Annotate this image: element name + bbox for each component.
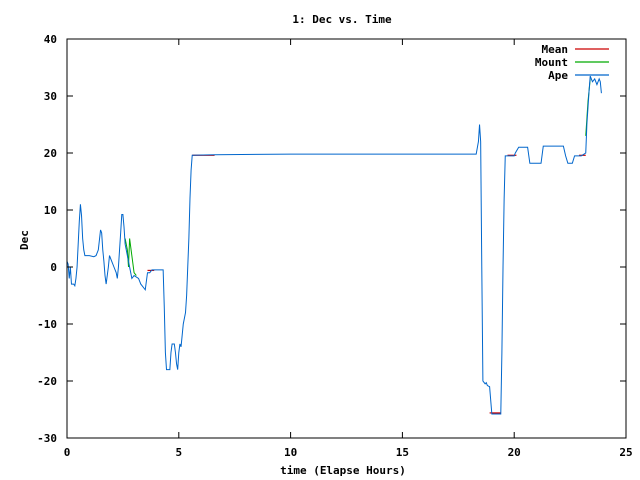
plot-frame: [66, 38, 627, 439]
y-tick-label: 0: [50, 261, 57, 274]
x-axis-label: time (Elapse Hours): [280, 464, 406, 477]
y-tick-label: 20: [44, 147, 57, 160]
series-ape-line: [66, 75, 602, 415]
axes-layer: 0 5 10 15 20 25 -30 -20 -10 0 10 20 30 40: [37, 33, 633, 459]
y-tick-label: 10: [44, 204, 57, 217]
series-mount-line: [124, 238, 137, 276]
x-tick-label: 15: [396, 446, 409, 459]
y-axis-label: Dec: [18, 230, 31, 250]
x-tick-label: 20: [508, 446, 521, 459]
x-tick-label: 0: [64, 446, 71, 459]
x-tick-label: 10: [284, 446, 297, 459]
y-tick-label: -10: [37, 318, 57, 331]
y-tick-label: -30: [37, 432, 57, 445]
chart-title: 1: Dec vs. Time: [292, 13, 392, 26]
legend-label-mount: Mount: [535, 56, 568, 69]
y-tick-label: 40: [44, 33, 57, 46]
legend-label-ape: Ape: [548, 69, 568, 82]
x-tick-label: 25: [619, 446, 632, 459]
x-tick-label: 5: [175, 446, 182, 459]
y-tick-label: 30: [44, 90, 57, 103]
legend-label-mean: Mean: [542, 43, 569, 56]
series-layer: [66, 75, 602, 415]
y-tick-label: -20: [37, 375, 57, 388]
